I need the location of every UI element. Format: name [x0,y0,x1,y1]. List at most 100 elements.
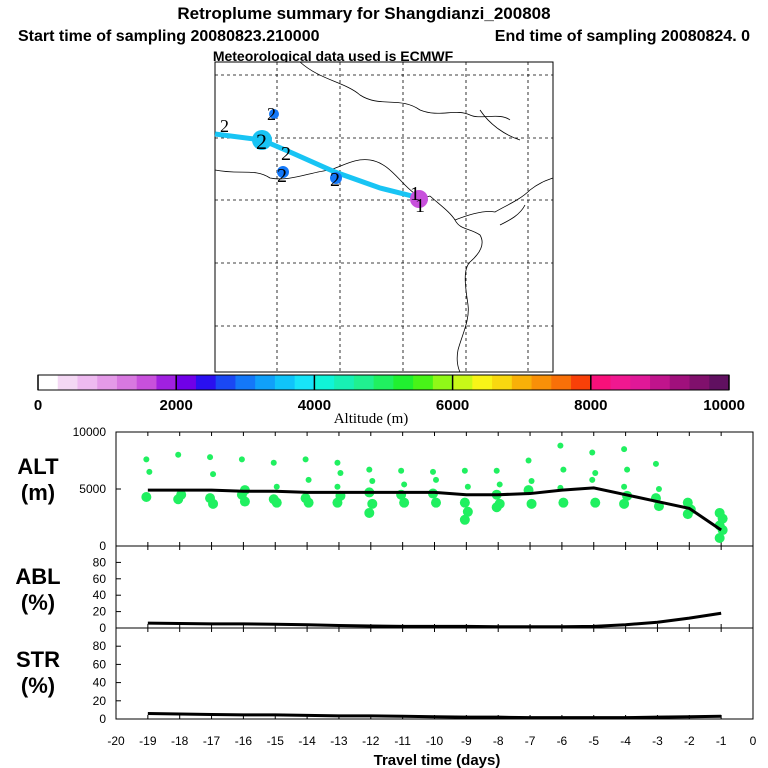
x-tick-label: -16 [235,734,253,748]
cluster-circle [252,130,272,150]
x-tick-label: -18 [171,734,189,748]
cluster-circle [410,190,428,208]
altitude-point [366,466,373,473]
altitude-point [461,467,468,474]
altitude-point [459,514,470,525]
colorbar-swatch [314,375,335,390]
panel-label: ABL [15,564,60,589]
cluster-label: 1 [415,195,425,217]
colorbar-swatch [353,375,375,390]
x-tick-label: -5 [588,734,599,748]
panel-label: STR [16,647,60,672]
y-tick-label: 0 [99,712,106,726]
y-tick-label: 80 [93,555,107,569]
panel-unit-label: (m) [21,480,55,505]
panel-label: ALT [17,454,59,479]
colorbar-swatch [373,375,394,390]
colorbar-swatch [551,375,572,390]
colorbar-swatch [571,375,592,390]
y-tick-label: 5000 [79,482,106,496]
panel-abl: ABL(%) 0 20 40 60 80 [15,545,754,635]
colorbar-swatch [294,375,315,390]
y-tick-label: 20 [93,694,107,708]
colorbar-swatch [452,375,473,390]
colorbar-swatch [116,375,138,390]
altitude-point [652,460,659,467]
altitude-point [143,456,150,463]
altitude-point [175,451,182,458]
x-tick-label: -9 [461,734,472,748]
x-tick-label: -1 [716,734,727,748]
colorbar-swatch [610,375,631,390]
altitude-point [337,470,344,477]
altitude-point [334,483,341,490]
cluster-circle [269,109,279,119]
colorbar-tick-label: 10000 [703,397,745,414]
colorbar-swatch [136,375,157,390]
altitude-point [239,496,250,507]
y-tick-label: 40 [93,676,107,690]
cluster-label: 2 [281,143,291,165]
altitude-point [464,483,471,490]
colorbar-swatch [492,375,513,390]
x-tick-label: -6 [557,734,568,748]
x-tick-label: -10 [426,734,444,748]
series-line-str [147,712,722,720]
y-tick-label: 0 [99,621,106,635]
altitude-point [273,483,280,490]
altitude-point [557,442,564,449]
altitude-point [528,478,535,485]
altitude-point [270,459,277,466]
colorbar-swatch [176,375,197,390]
cluster-circle [277,166,289,178]
altitude-point [303,497,314,508]
panel-frame [115,627,754,720]
x-tick-label: -20 [107,734,125,748]
colorbar-swatch [630,375,651,390]
cluster-label: 2 [256,129,267,154]
altitude-point [525,457,532,464]
colorbar-swatch [511,375,533,390]
colorbar-label: Altitude (m) [334,411,409,427]
colorbar-swatch [669,375,691,390]
colorbar-swatch [97,375,118,390]
altitude-point [589,449,596,456]
panel-frame [115,545,754,629]
colorbar-swatch [472,375,493,390]
altitude-point [430,468,436,475]
colorbar-swatch [590,375,612,390]
y-tick-label: 40 [93,588,107,602]
map-coastlines [214,61,554,373]
altitude-point [141,491,152,502]
end-time-title: End time of sampling 20080824. 0 [495,28,750,45]
altitude-point [462,506,473,517]
y-tick-label: 60 [93,657,107,671]
altitude-point [459,497,470,508]
map-frame [214,61,554,373]
altitude-point [526,498,537,509]
altitude-point [619,498,630,509]
colorbar-swatch [77,375,98,390]
cluster-label: 2 [277,165,287,187]
altitude-point [369,478,376,485]
colorbar-swatch [334,375,355,390]
altitude-point [624,466,631,473]
altitude-point [207,454,214,461]
x-tick-label: -17 [203,734,221,748]
trajectory-map: 2 2 2 2 2 2 1 1 [214,61,554,373]
altitude-point [592,470,599,477]
colorbar-ticks: 0 2000 4000 6000 8000 10000 [34,375,745,414]
altitude-point [302,456,309,463]
altitude-point [682,509,693,520]
altitude-point [621,446,628,453]
colorbar-swatch [393,375,414,390]
altitude-point [560,466,567,473]
altitude-point [401,481,408,488]
cluster-label: 2 [267,104,276,124]
x-tick-label: -12 [362,734,380,748]
y-tick-label: 20 [93,605,107,619]
cluster-label: 2 [330,169,340,191]
colorbar-tick-label: 4000 [298,397,331,414]
